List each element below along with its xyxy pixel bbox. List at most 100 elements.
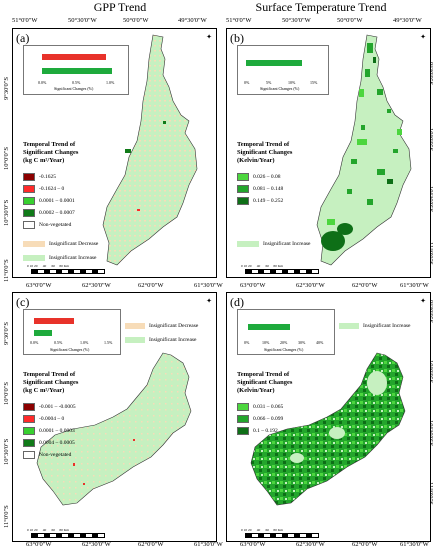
legend-item: 0.149 – 0.252 [237, 197, 283, 205]
north-arrow-icon: ✦ [420, 33, 426, 41]
significant-increase-bar [34, 330, 52, 336]
legend-item: 0.081 – 0.148 [237, 185, 283, 193]
inset-tick: 15% [310, 80, 318, 85]
significant-increase-bar [246, 60, 302, 66]
inset-axis-label: Significant Changes (%) [54, 86, 94, 91]
bottom-x-tick: 61°30'0"W [400, 541, 429, 548]
north-arrow-icon: ✦ [206, 33, 212, 41]
surface-temperature-trend-title: Surface Temperature Trend [255, 0, 387, 14]
insignificant-decrease-item: Insignificant Decrease [125, 323, 198, 329]
inset-tick: 0% [244, 340, 250, 345]
legend-title: Temporal Trend of Significant Changes (K… [237, 141, 293, 164]
inset-tick: 1.5% [104, 340, 113, 345]
y-tick: 10°0'0"S [3, 146, 10, 170]
legend-title: Temporal Trend of Significant Changes (k… [23, 141, 79, 164]
bottom-x-tick: 62°30'0"W [296, 541, 325, 548]
panel-a-gpp-trend: (a) ✦ 0.0% 0.5% 1.0% Significant Changes… [12, 28, 217, 278]
inset-tick: 10% [262, 340, 270, 345]
inset-tick: 0.0% [30, 340, 39, 345]
scale-bar [245, 269, 319, 274]
bottom-x-tick: 63°0'0"W [26, 541, 52, 548]
legend-item: 0.031 – 0.065 [237, 403, 283, 411]
significant-increase-bar [42, 68, 112, 74]
mid-x-tick: 62°0'0"W [352, 282, 378, 289]
significant-increase-bar [248, 324, 290, 330]
insignificant-increase-item: Insignificant Increase [237, 241, 311, 247]
inset-tick: 20% [280, 340, 288, 345]
mid-x-tick: 62°30'0"W [82, 282, 111, 289]
insignificant-decrease-item: Insignificant Decrease [23, 241, 98, 247]
panel-c-gpp-trend: (c) ✦ 0.0% 0.5% 1.0% 1.5% Significant Ch… [12, 292, 217, 542]
top-x-tick: 51°0'0"W [12, 17, 38, 24]
panel-d-surface-temp-trend: (d) ✦ 0% 10% 20% 30% 40% Significant Cha… [226, 292, 431, 542]
legend-item: -0.1624 – 0 [23, 185, 64, 193]
legend-item: 0.0001 – 0.0003 [23, 427, 75, 435]
y-tick: 11°0'0"S [3, 505, 10, 528]
top-x-tick: 50°0'0"W [123, 17, 149, 24]
rondonia-region-shape [250, 352, 406, 506]
significant-changes-inset-chart: 0% 5% 10% 15% Significant Changes (%) [237, 45, 329, 95]
bottom-x-tick: 62°30'0"W [82, 541, 111, 548]
legend-item: 0.0002 – 0.0007 [23, 209, 75, 217]
panel-label: (c) [16, 295, 30, 309]
significant-changes-inset-chart: 0% 10% 20% 30% 40% Significant Changes (… [237, 309, 335, 355]
panel-d-map [250, 352, 406, 506]
legend-item: -0.001 – -0.0005 [23, 403, 76, 411]
panel-b-surface-temp-trend: (b) ✦ 0% 5% 10% 15% Significant Changes … [226, 28, 431, 278]
y-tick: 10°30'0"S [3, 438, 10, 465]
inset-tick: 40% [316, 340, 324, 345]
legend-item: -0.1625 [23, 173, 56, 181]
top-x-tick: 50°0'0"W [337, 17, 363, 24]
inset-tick: 0.0% [38, 80, 47, 85]
inset-axis-label: Significant Changes (%) [50, 347, 90, 352]
inset-tick: 0.5% [54, 340, 63, 345]
panel-c-map [36, 352, 192, 506]
significant-changes-inset-chart: 0.0% 0.5% 1.0% Significant Changes (%) [23, 45, 129, 95]
bottom-x-tick: 61°30'0"W [194, 541, 223, 548]
legend-item: 0.0004 – 0.0005 [23, 439, 75, 447]
insignificant-increase-item: Insignificant Increase [339, 323, 411, 329]
bottom-x-tick: 62°0'0"W [352, 541, 378, 548]
insignificant-increase-item: Insignificant Increase [23, 255, 97, 261]
significant-decrease-bar [42, 54, 106, 60]
tocantins-north-region-shape [102, 34, 198, 266]
panel-b-map [316, 34, 412, 266]
scale-labels: 0 10 20 40 60 80 Km [241, 264, 283, 268]
panel-a-map [102, 34, 198, 266]
panel-label: (a) [16, 31, 30, 45]
inset-tick: 10% [288, 80, 296, 85]
tocantins-north-region-shape [316, 34, 412, 266]
legend-item: 0.1 – 0.192 [237, 427, 278, 435]
panel-label: (d) [230, 295, 244, 309]
gpp-trend-title: GPP Trend [93, 0, 147, 14]
y-tick: 9°30'0"S [3, 321, 10, 345]
north-arrow-icon: ✦ [420, 297, 426, 305]
scale-labels: 0 10 20 40 60 80 Km [241, 528, 283, 532]
top-x-tick: 50°30'0"W [68, 17, 97, 24]
north-arrow-icon: ✦ [206, 297, 212, 305]
bottom-x-tick: 62°0'0"W [138, 541, 164, 548]
mid-x-tick: 61°30'0"W [400, 282, 429, 289]
mid-x-tick: 63°0'0"W [26, 282, 52, 289]
inset-tick: 0.5% [72, 80, 81, 85]
y-tick: 10°30'0"S [3, 199, 10, 226]
significant-decrease-bar [34, 318, 74, 324]
significant-changes-inset-chart: 0.0% 0.5% 1.0% 1.5% Significant Changes … [23, 309, 121, 355]
mid-x-tick: 63°0'0"W [240, 282, 266, 289]
scale-bar [31, 533, 105, 538]
legend-title: Temporal Trend of Significant Changes (k… [23, 371, 79, 394]
scale-labels: 0 10 20 40 60 80 Km [27, 528, 69, 532]
scale-labels: 0 10 20 40 60 80 Km [27, 264, 69, 268]
legend-item: 0.026 – 0.08 [237, 173, 281, 181]
inset-tick: 1.0% [106, 80, 115, 85]
panel-label: (b) [230, 31, 244, 45]
top-x-tick: 51°0'0"W [226, 17, 252, 24]
inset-tick: 5% [266, 80, 272, 85]
y-tick: 9°30'0"S [3, 76, 10, 100]
bottom-x-tick: 63°0'0"W [240, 541, 266, 548]
legend-item: 0.066 – 0.099 [237, 415, 283, 423]
top-x-tick: 49°30'0"W [178, 17, 207, 24]
top-x-tick: 50°30'0"W [282, 17, 311, 24]
inset-tick: 0% [244, 80, 250, 85]
mid-x-tick: 61°30'0"W [194, 282, 223, 289]
